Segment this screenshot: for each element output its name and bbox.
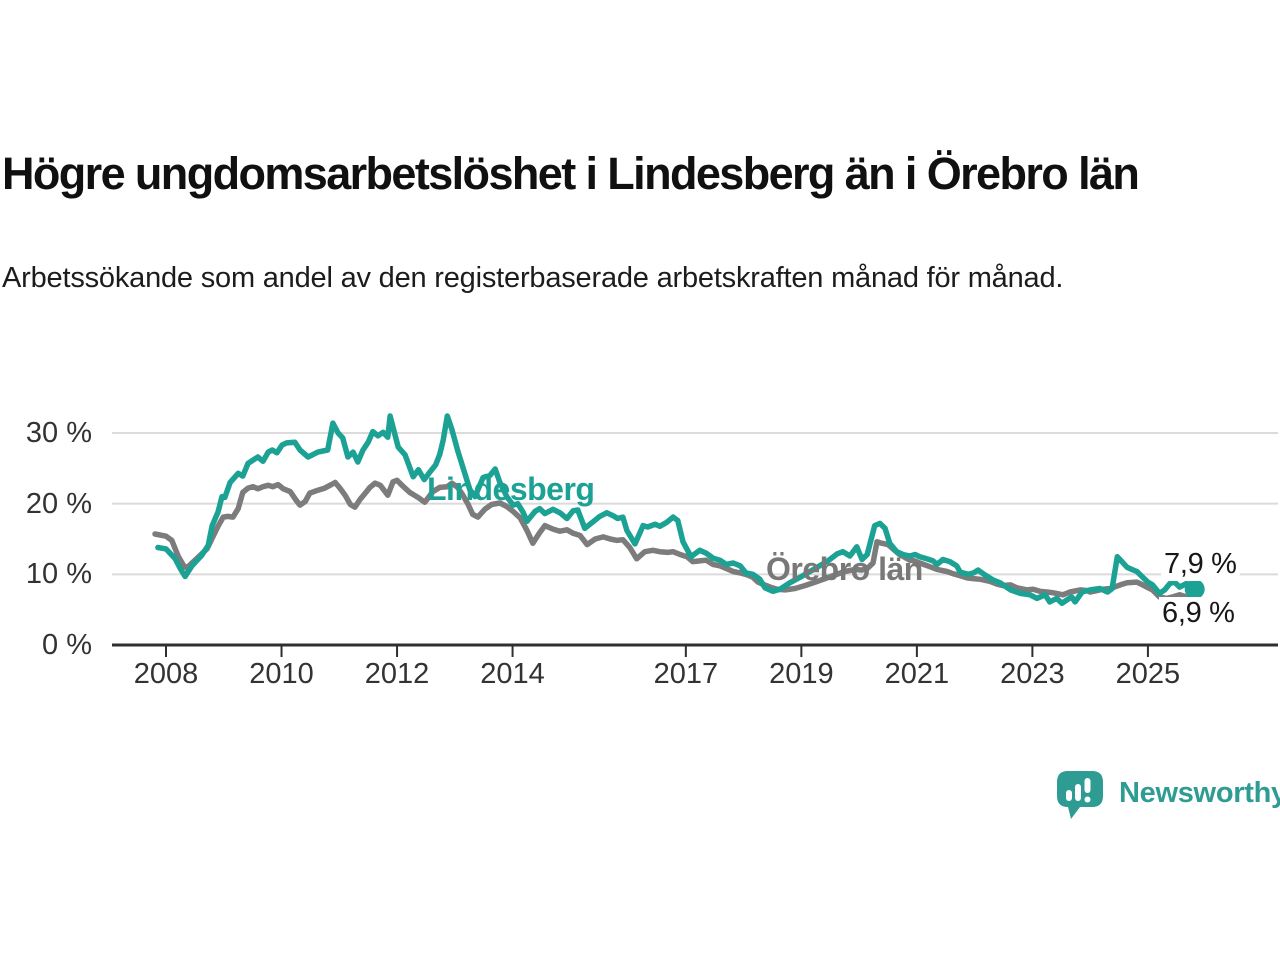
x-tick-label: 2021 <box>884 658 950 690</box>
x-tick-label: 2025 <box>1115 658 1181 690</box>
page-title: Högre ungdomsarbetslöshet i Lindesberg ä… <box>2 148 1140 199</box>
newsworthy-logo[interactable]: Newsworthy <box>1056 770 1280 820</box>
newsworthy-bars-icon <box>1057 771 1103 819</box>
x-tick-label: 2010 <box>249 658 314 690</box>
series-line-lindesberg <box>155 413 1198 607</box>
x-tick-label: 2008 <box>133 658 199 690</box>
chart-subtitle: Arbetssökande som andel av den registerb… <box>2 262 1064 294</box>
newsworthy-logo-text: Newsworthy <box>1119 777 1280 809</box>
series-label-lindesberg: Lindesberg <box>427 471 595 507</box>
end-value-label-lindesberg: 7,9 % <box>1161 548 1240 581</box>
series-line-orebro-lan <box>152 477 1200 602</box>
x-tick-label: 2012 <box>364 658 430 690</box>
x-tick-label: 2023 <box>1000 658 1065 690</box>
x-tick-label: 2019 <box>769 658 834 690</box>
y-tick-label: 30 % <box>25 416 92 449</box>
y-tick-label: 0 % <box>42 629 92 661</box>
series-end-dot-lindesberg <box>1184 579 1205 600</box>
end-value-label-orebro-lan: 6,9 % <box>1159 597 1238 630</box>
y-tick-label: 10 % <box>25 558 92 591</box>
y-tick-label: 20 % <box>25 487 92 520</box>
series-label-orebro-lan: Örebro län <box>766 551 923 587</box>
x-tick-label: 2017 <box>653 658 719 690</box>
x-tick-label: 2014 <box>480 658 545 690</box>
